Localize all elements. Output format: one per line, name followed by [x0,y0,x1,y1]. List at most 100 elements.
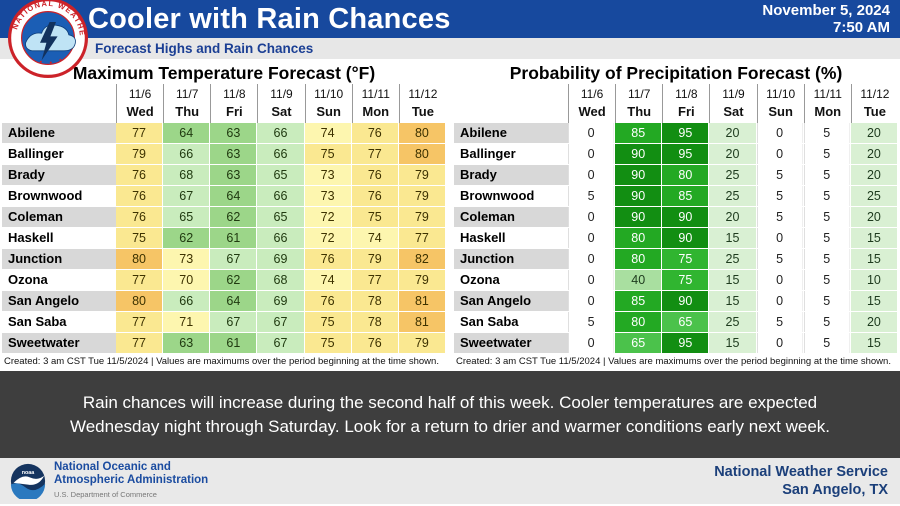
city-label: Haskell [2,228,116,249]
value-cell: 75 [116,228,164,249]
column-day: Sat [271,104,292,119]
value-cell: 79 [398,165,446,186]
summary-line-2: Wednesday night through Saturday. Look f… [69,416,831,436]
value-cell: 20 [709,123,757,144]
value-cell: 5 [803,123,851,144]
value-cell: 62 [163,228,211,249]
value-cell: 0 [756,333,804,354]
value-cell: 66 [163,291,211,312]
table-corner [2,84,116,123]
value-cell: 75 [351,207,399,228]
column-header: 11/6 Wed [116,84,163,123]
value-cell: 80 [116,249,164,270]
value-cell: 76 [351,333,399,354]
value-cell: 90 [662,291,710,312]
created-note: Created: 3 am CST Tue 11/5/2024 | Values… [456,356,891,367]
value-cell: 5 [803,165,851,186]
value-cell: 75 [304,333,352,354]
column-header: 11/11 Mon [351,84,399,123]
value-cell: 82 [398,249,446,270]
city-label: Ballinger [2,144,116,165]
city-label: Sweetwater [454,333,568,354]
value-cell: 5 [756,207,804,228]
value-cell: 76 [351,165,399,186]
column-date: 11/12 [408,87,438,101]
forecast-table: 11/6 Wed 11/7 Thu 11/8 Fri 11/9 Sat 11/10 Sun 11/1… [2,84,446,368]
value-cell: 65 [257,207,305,228]
value-cell: 40 [615,270,663,291]
header-date: November 5, 2024 [762,2,890,19]
column-date: 11/7 [175,87,199,101]
value-cell: 20 [709,144,757,165]
column-header: 11/7 Thu [163,84,210,123]
column-date: 11/6 [580,87,604,101]
value-cell: 69 [257,249,305,270]
value-cell: 68 [163,165,211,186]
nws-office-line-1: National Weather Service [714,464,888,480]
value-cell: 61 [210,228,258,249]
summary-line-1: Rain chances will increase during the se… [82,392,818,412]
value-cell: 65 [163,207,211,228]
forecast-table: 11/6 Wed 11/7 Thu 11/8 Fri 11/9 Sat 11/10 Sun 11/1… [454,84,898,368]
value-cell: 67 [163,186,211,207]
value-cell: 0 [568,249,616,270]
value-cell: 5 [568,312,616,333]
column-date: 11/11 [361,87,390,101]
value-cell: 90 [615,207,663,228]
city-label: San Saba [2,312,116,333]
value-cell: 90 [662,228,710,249]
value-cell: 25 [709,186,757,207]
value-cell: 64 [210,186,258,207]
value-cell: 71 [163,312,211,333]
summary-message: Rain chances will increase during the se… [0,371,900,458]
value-cell: 90 [662,207,710,228]
value-cell: 80 [116,291,164,312]
city-label: Ozona [454,270,568,291]
value-cell: 15 [850,333,898,354]
value-cell: 75 [304,312,352,333]
column-header: 11/10 Sun [756,84,804,123]
value-cell: 0 [568,123,616,144]
column-day: Wed [126,104,154,119]
value-cell: 76 [304,291,352,312]
value-cell: 63 [210,165,258,186]
city-label: Coleman [454,207,568,228]
value-cell: 72 [304,228,352,249]
value-cell: 5 [803,249,851,270]
column-day: Mon [362,104,390,119]
value-cell: 25 [709,249,757,270]
column-header: 11/10 Sun [304,84,352,123]
column-date: 11/8 [223,87,246,101]
value-cell: 76 [116,186,164,207]
city-label: Brownwood [2,186,116,207]
column-header: 11/9 Sat [709,84,756,123]
value-cell: 0 [756,144,804,165]
value-cell: 15 [709,291,757,312]
column-day: Tue [411,104,434,119]
value-cell: 66 [257,186,305,207]
value-cell: 62 [210,207,258,228]
value-cell: 80 [662,165,710,186]
subtitle-bar: Forecast Highs and Rain Chances [0,38,900,59]
value-cell: 85 [615,291,663,312]
value-cell: 0 [568,333,616,354]
column-date: 11/12 [860,87,890,101]
column-day: Sat [723,104,744,119]
value-cell: 74 [304,123,352,144]
value-cell: 76 [351,123,399,144]
value-cell: 67 [210,249,258,270]
value-cell: 66 [257,144,305,165]
value-cell: 85 [662,186,710,207]
value-cell: 73 [304,165,352,186]
noaa-branding: noaa National Oceanic and Atmospheric Ad… [10,461,208,501]
value-cell: 81 [398,291,446,312]
value-cell: 63 [210,123,258,144]
value-cell: 63 [163,333,211,354]
city-label: Brownwood [454,186,568,207]
value-cell: 95 [662,333,710,354]
value-cell: 0 [756,270,804,291]
city-label: Abilene [2,123,116,144]
value-cell: 95 [662,144,710,165]
city-label: Brady [2,165,116,186]
value-cell: 67 [210,312,258,333]
